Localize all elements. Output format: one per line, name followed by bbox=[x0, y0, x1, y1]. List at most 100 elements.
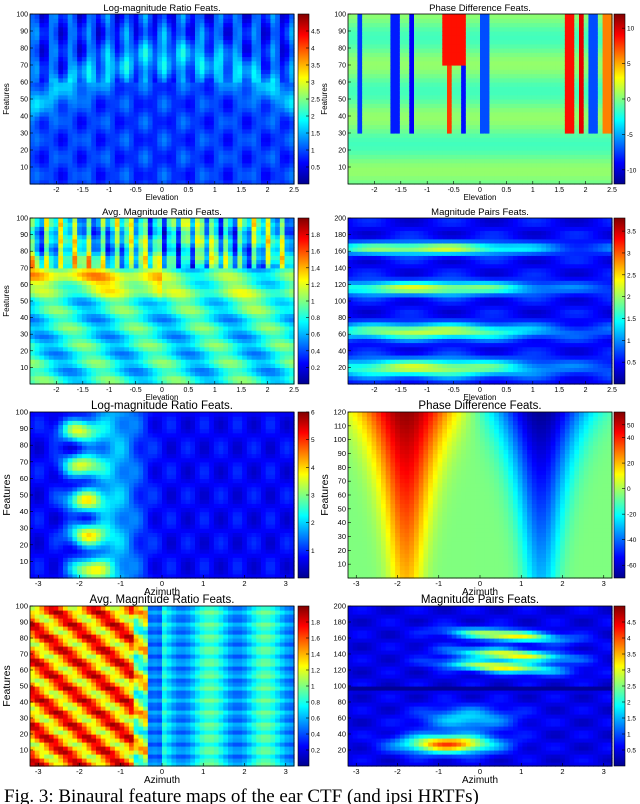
heatmap-cell bbox=[67, 31, 74, 36]
heatmap-cell bbox=[96, 35, 102, 41]
heatmap-cell bbox=[461, 171, 467, 177]
heatmap-cell bbox=[30, 375, 36, 381]
heatmap-cell bbox=[100, 133, 107, 138]
heatmap-cell bbox=[86, 56, 92, 62]
heatmap-cell bbox=[385, 39, 392, 45]
heatmap-cell bbox=[204, 35, 210, 41]
heatmap-cell bbox=[461, 124, 467, 130]
heatmap-cell bbox=[251, 52, 257, 58]
heatmap-cell bbox=[114, 158, 121, 164]
heatmap-cell bbox=[560, 14, 566, 19]
heatmap-cell bbox=[246, 103, 253, 109]
heatmap-cell bbox=[461, 137, 467, 143]
heatmap-cell bbox=[110, 145, 116, 151]
heatmap-cell bbox=[237, 179, 243, 185]
heatmap-cell bbox=[166, 77, 173, 83]
heatmap-cell bbox=[270, 179, 276, 185]
heatmap-cell bbox=[522, 137, 528, 143]
heatmap-cell bbox=[251, 107, 257, 113]
heatmap-cell bbox=[34, 242, 41, 248]
heatmap-cell bbox=[362, 73, 368, 79]
heatmap-cell bbox=[162, 65, 168, 70]
heatmap-cell bbox=[223, 60, 229, 66]
heatmap-cell bbox=[465, 94, 472, 100]
heatmap-cell bbox=[447, 35, 453, 41]
heatmap-cell bbox=[390, 52, 396, 58]
heatmap-cell bbox=[81, 56, 88, 62]
heatmap-cell bbox=[536, 14, 542, 19]
heatmap-cell bbox=[100, 141, 107, 147]
heatmap-cell bbox=[58, 301, 64, 306]
heatmap-cell bbox=[105, 56, 111, 62]
heatmap-cell bbox=[574, 158, 580, 164]
colorbar-tick-label: 0.5 bbox=[311, 165, 320, 172]
heatmap-cell bbox=[484, 43, 491, 49]
heatmap-cell bbox=[494, 154, 500, 160]
heatmap-cell bbox=[279, 154, 286, 160]
heatmap-cell bbox=[195, 175, 201, 181]
heatmap-cell bbox=[597, 14, 604, 19]
heatmap-cell bbox=[480, 111, 486, 117]
heatmap-cell bbox=[72, 263, 78, 269]
heatmap-cell bbox=[470, 82, 476, 87]
heatmap-cell bbox=[475, 150, 481, 155]
heatmap-cell bbox=[593, 26, 599, 32]
heatmap-cell bbox=[588, 18, 594, 24]
heatmap-cell bbox=[30, 167, 36, 172]
heatmap-cell bbox=[513, 158, 519, 164]
heatmap-cell bbox=[110, 65, 116, 70]
heatmap-cell bbox=[451, 14, 458, 19]
heatmap-cell bbox=[265, 94, 272, 100]
heatmap-cell bbox=[251, 167, 257, 172]
heatmap-cell bbox=[593, 99, 599, 104]
heatmap-cell bbox=[190, 26, 196, 32]
heatmap-cell bbox=[348, 162, 354, 168]
heatmap-cell bbox=[209, 39, 215, 45]
heatmap-cell bbox=[432, 94, 439, 100]
heatmap-cell bbox=[414, 39, 420, 45]
heatmap-cell bbox=[432, 107, 439, 113]
heatmap-cell bbox=[498, 124, 505, 130]
heatmap-cell bbox=[442, 107, 448, 113]
heatmap-cell bbox=[223, 73, 229, 79]
colorbar-tick-label: 4 bbox=[311, 46, 315, 53]
heatmap-cell bbox=[171, 124, 177, 130]
heatmap-cell bbox=[176, 158, 182, 164]
heatmap-cell bbox=[256, 128, 262, 134]
heatmap-cell bbox=[366, 124, 373, 130]
heatmap-cell bbox=[204, 14, 210, 19]
heatmap-cell bbox=[58, 90, 64, 96]
heatmap-cell bbox=[480, 94, 486, 100]
heatmap-cell bbox=[58, 73, 64, 79]
heatmap-cell bbox=[195, 31, 201, 36]
heatmap-cell bbox=[72, 14, 78, 19]
heatmap-cell bbox=[86, 107, 92, 113]
heatmap-cell bbox=[498, 137, 505, 143]
heatmap-cell bbox=[72, 321, 78, 327]
heatmap-cell bbox=[395, 111, 401, 117]
colorbar-tick-label: 2.5 bbox=[311, 97, 320, 104]
heatmap-cell bbox=[39, 116, 45, 121]
heatmap-cell bbox=[34, 111, 41, 117]
heatmap-cell bbox=[114, 133, 121, 138]
heatmap-cell bbox=[129, 124, 135, 130]
heatmap-cell bbox=[465, 107, 472, 113]
heatmap-cell bbox=[574, 26, 580, 32]
heatmap-cell bbox=[185, 86, 191, 92]
heatmap-cell bbox=[105, 73, 111, 79]
heatmap-cell bbox=[44, 284, 50, 290]
heatmap-cell bbox=[602, 145, 608, 151]
heatmap-cell bbox=[96, 90, 102, 96]
heatmap-cell bbox=[503, 111, 509, 117]
heatmap-cell bbox=[157, 145, 163, 151]
heatmap-cell bbox=[385, 56, 392, 62]
heatmap-cell bbox=[541, 94, 547, 100]
heatmap-cell bbox=[465, 31, 472, 36]
heatmap-cell bbox=[583, 116, 590, 121]
heatmap-cell bbox=[209, 18, 215, 24]
heatmap-cell bbox=[428, 179, 434, 185]
heatmap-cell bbox=[588, 137, 594, 143]
heatmap-cell bbox=[489, 150, 495, 155]
heatmap-cell bbox=[362, 124, 368, 130]
heatmap-cell bbox=[261, 167, 267, 172]
